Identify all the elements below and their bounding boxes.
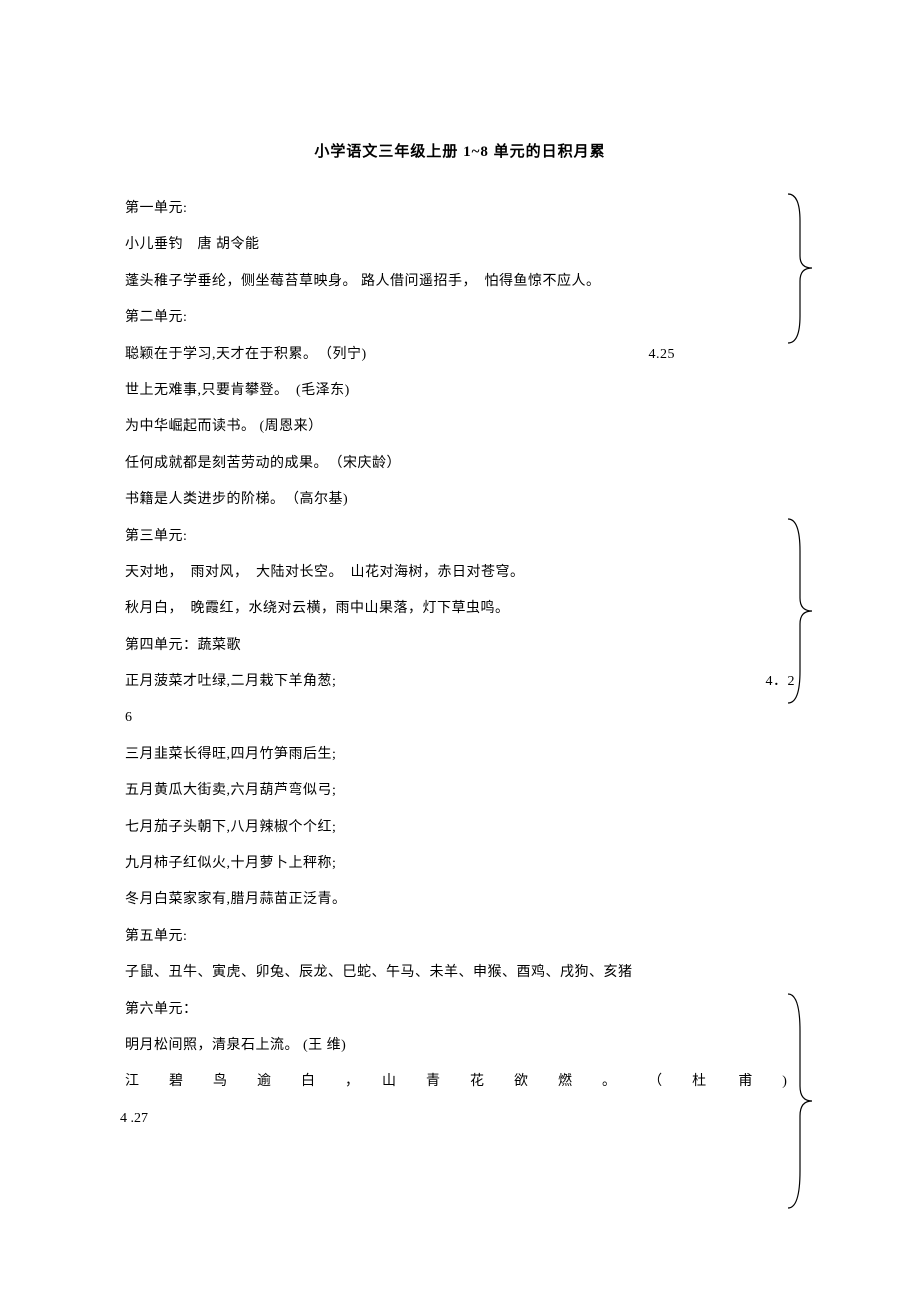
unit2-quote1: 聪颖在于学习,天才在于积累。 （列宁) <box>125 337 367 373</box>
unit3-line2: 秋月白， 晚霞红，水绕对云横，雨中山果落，灯下草虫鸣。 <box>125 591 795 627</box>
unit2-quote2: 世上无难事,只要肯攀登。 (毛泽东) <box>125 373 795 409</box>
unit6-header: 第六单元： <box>125 992 795 1028</box>
unit4-line1-row: 正月菠菜才吐绿,二月栽下羊角葱; 4．2 <box>125 664 795 700</box>
unit2-quote1-row: 聪颖在于学习,天才在于积累。 （列宁) 4.25 <box>125 337 795 373</box>
unit3-line1: 天对地， 雨对风， 大陆对长空。 山花对海树，赤日对苍穹。 <box>125 555 795 591</box>
document-title: 小学语文三年级上册 1~8 单元的日积月累 <box>125 140 795 161</box>
unit5-header: 第五单元: <box>125 919 795 955</box>
unit4-line3: 五月黄瓜大街卖,六月葫芦弯似弓; <box>125 773 795 809</box>
unit6-line1: 明月松间照，清泉石上流。 (王 维) <box>125 1028 795 1064</box>
unit4-line2: 三月韭菜长得旺,四月竹笋雨后生; <box>125 737 795 773</box>
unit4-line1-num: 4．2 <box>766 664 796 700</box>
unit4-line5: 九月柿子红似火,十月萝卜上秤称; <box>125 846 795 882</box>
unit1-poem-line: 蓬头稚子学垂纶，侧坐莓苔草映身。 路人借问遥招手， 怕得鱼惊不应人。 <box>125 264 795 300</box>
unit1-poem-title: 小儿垂钓 唐 胡令能 <box>125 227 795 263</box>
unit6-line2-row: 江 碧 鸟 逾 白 ， 山 青 花 欲 燃 。 （ 杜 甫 ) <box>125 1064 795 1100</box>
content-wrapper: 第一单元: 小儿垂钓 唐 胡令能 蓬头稚子学垂纶，侧坐莓苔草映身。 路人借问遥招… <box>125 191 795 1137</box>
unit2-date: 4.25 <box>649 337 676 373</box>
unit2-quote5: 书籍是人类进步的阶梯。 （高尔基) <box>125 482 795 518</box>
unit4-line6: 冬月白菜家家有,腊月蒜苗正泛青。 <box>125 882 795 918</box>
unit5-line1: 子鼠、丑牛、寅虎、卯兔、辰龙、巳蛇、午马、未羊、申猴、酉鸡、戌狗、亥猪 <box>125 955 795 991</box>
unit3-header: 第三单元: <box>125 519 795 555</box>
unit1-header: 第一单元: <box>125 191 795 227</box>
unit6-line2-p3: 甫 ) <box>738 1064 795 1100</box>
unit6-line2-p2: （ 杜 <box>648 1064 714 1100</box>
unit4-line1: 正月菠菜才吐绿,二月栽下羊角葱; <box>125 664 336 700</box>
unit2-quote3: 为中华崛起而读书。 (周恩来） <box>125 409 795 445</box>
unit2-quote4: 任何成就都是刻苦劳动的成果。 （宋庆龄） <box>125 446 795 482</box>
unit4-line4: 七月茄子头朝下,八月辣椒个个红; <box>125 810 795 846</box>
unit4-header: 第四单元：蔬菜歌 <box>125 628 795 664</box>
unit2-header: 第二单元: <box>125 300 795 336</box>
unit6-date: 4 .27 <box>120 1101 795 1137</box>
unit6-line2-p1: 江 碧 鸟 逾 白 ， 山 青 花 欲 燃 。 <box>125 1064 624 1100</box>
unit4-line1-cont: 6 <box>125 700 795 736</box>
